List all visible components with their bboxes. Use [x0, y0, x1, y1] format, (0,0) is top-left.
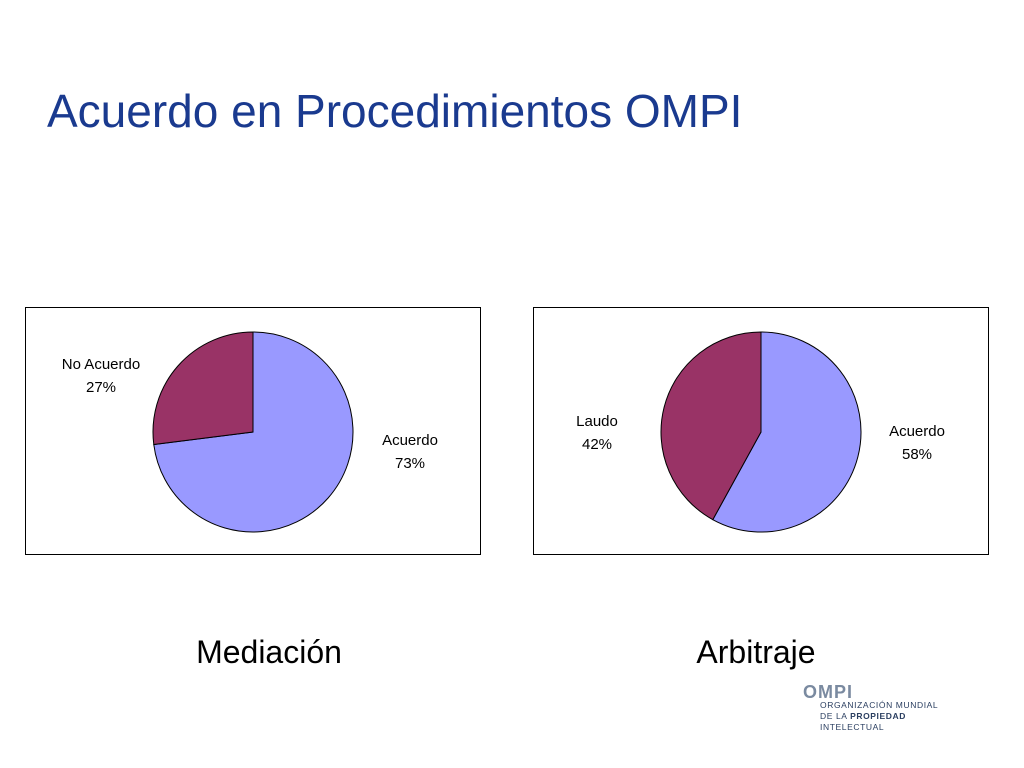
arbitraje-label-laudo: Laudo 42%	[576, 413, 618, 453]
arbitraje-label-value: 58%	[902, 446, 932, 463]
logo-line-2: DE LA PROPIEDAD	[803, 711, 938, 722]
arbitraje-label-name: Laudo	[576, 413, 618, 430]
logo-line-2-bold: PROPIEDAD	[850, 711, 906, 721]
arbitraje-caption: Arbitraje	[696, 634, 816, 670]
arbitraje-slice-laudo	[660, 331, 762, 521]
logo-line-3: INTELECTUAL	[820, 722, 885, 732]
mediacion-pie-svg: Acuerdo 73% No Acuerdo 27%	[62, 331, 438, 533]
mediacion-label-no-acuerdo: No Acuerdo 27%	[62, 356, 140, 396]
ompi-logo: OMPI ORGANIZACIÓN MUNDIAL DE LA PROPIEDA…	[803, 682, 939, 733]
mediacion-label-value: 73%	[395, 455, 425, 472]
logo-line-1: ORGANIZACIÓN MUNDIAL	[820, 700, 939, 710]
mediacion-label-value: 27%	[86, 379, 116, 396]
mediacion-chart: Acuerdo 73% No Acuerdo 27%	[25, 307, 481, 555]
arbitraje-label-acuerdo: Acuerdo 58%	[889, 423, 945, 463]
arbitraje-label-value: 42%	[582, 436, 612, 453]
mediacion-label-name: No Acuerdo	[62, 356, 140, 373]
arbitraje-label-name: Acuerdo	[889, 423, 945, 440]
arbitraje-pie-svg: Acuerdo 58% Laudo 42%	[576, 331, 945, 533]
mediacion-slice-no-acuerdo	[152, 331, 254, 446]
mediacion-label-name: Acuerdo	[382, 432, 438, 449]
logo-line-2-prefix: DE LA	[820, 711, 851, 721]
logo-name: OMPI	[803, 682, 854, 702]
slide-title: Acuerdo en Procedimientos OMPI	[47, 85, 743, 137]
arbitraje-chart: Acuerdo 58% Laudo 42%	[533, 307, 989, 555]
mediacion-label-acuerdo: Acuerdo 73%	[382, 432, 438, 472]
arbitraje-slice-acuerdo	[712, 331, 862, 533]
mediacion-caption: Mediación	[196, 634, 342, 670]
